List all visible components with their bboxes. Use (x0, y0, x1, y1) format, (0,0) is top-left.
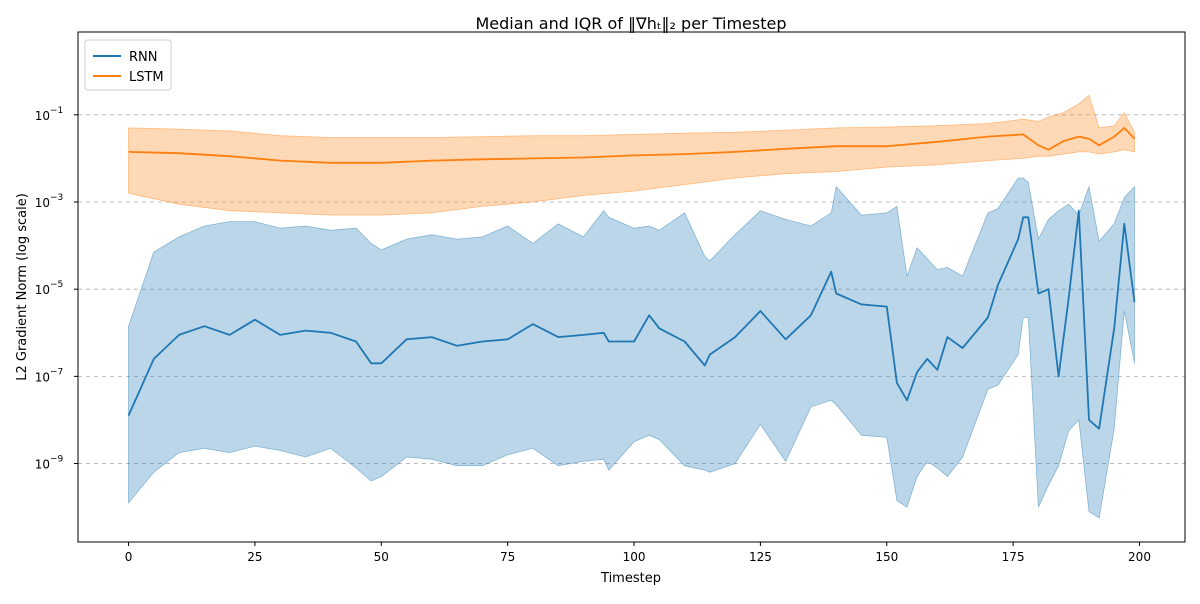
x-tick-label: 75 (500, 550, 515, 564)
y-tick-label: 10 (35, 370, 50, 384)
rnn-median-line (127, 209, 1136, 430)
legend-lstm-label: LSTM (129, 70, 164, 85)
y-tick-exponent: −9 (50, 455, 64, 465)
x-tick-label: 100 (623, 550, 646, 564)
x-tick-label: 50 (374, 550, 389, 564)
legend: RNN LSTM (84, 39, 172, 91)
median-lines (127, 127, 1136, 430)
y-tick-label: 10 (35, 283, 50, 297)
gridlines (78, 114, 1185, 464)
y-tick-exponent: −1 (50, 106, 63, 116)
x-tick-label: 125 (749, 550, 772, 564)
x-axis-label: Timestep (600, 571, 661, 586)
x-tick-label: 150 (875, 550, 898, 564)
x-tick-label: 200 (1128, 550, 1151, 564)
y-axis-label: L2 Gradient Norm (log scale) (15, 193, 30, 381)
legend-frame (84, 39, 172, 91)
y-tick-exponent: −5 (50, 280, 63, 290)
y-tick-label: 10 (35, 109, 50, 123)
x-tick-label: 25 (247, 550, 262, 564)
y-tick-exponent: −3 (50, 193, 63, 203)
y-axis-ticks: 10−910−710−510−310−1 (35, 106, 78, 472)
y-tick-exponent: −7 (50, 367, 63, 377)
rnn-iqr-band (128, 177, 1135, 519)
y-tick-label: 10 (35, 458, 50, 472)
x-tick-label: 175 (1002, 550, 1025, 564)
chart-title: Median and IQR of ‖∇hₜ‖₂ per Timestep (476, 14, 787, 33)
plot-frame (77, 31, 1186, 543)
x-axis-ticks: 0 25 50 75 100 125 150 175 200 (125, 542, 1151, 564)
x-tick-label: 0 (125, 550, 133, 564)
legend-rnn-label: RNN (129, 50, 157, 65)
lstm-median-line (128, 127, 1136, 164)
y-tick-label: 10 (35, 196, 50, 210)
